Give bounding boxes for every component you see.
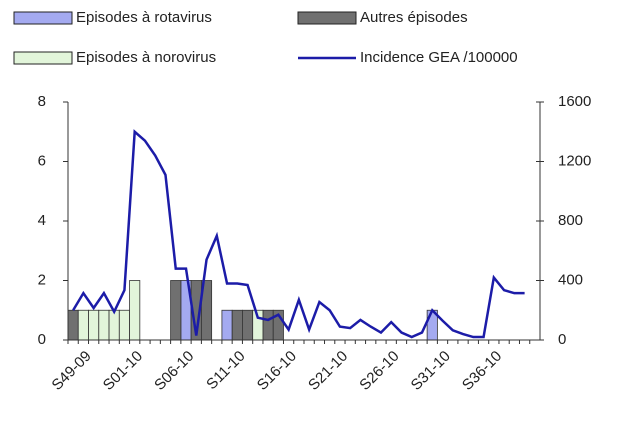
- bar: [221, 309, 233, 341]
- y2-tick-label: 800: [558, 212, 583, 229]
- legend-swatch: [13, 11, 73, 25]
- bar: [129, 280, 141, 341]
- legend-label: Episodes à norovirus: [76, 49, 216, 66]
- y2-tick-label: 1200: [558, 152, 591, 169]
- y-tick-label: 0: [38, 331, 46, 348]
- bar: [67, 309, 79, 341]
- x-tick-label: S21-10: [305, 348, 351, 394]
- bar: [108, 309, 120, 341]
- x-tick-label: S49-09: [49, 348, 95, 394]
- y2-tick-label: 0: [558, 331, 566, 348]
- legend-swatch: [297, 11, 357, 25]
- bar: [170, 280, 182, 341]
- bar: [231, 309, 243, 341]
- bar: [262, 309, 274, 341]
- x-tick-label: S11-10: [203, 348, 248, 393]
- x-tick-label: S31-10: [408, 348, 454, 394]
- bar: [242, 309, 254, 341]
- y-tick-label: 2: [38, 271, 46, 288]
- x-tick-label: S06-10: [151, 348, 197, 394]
- x-tick-label: S16-10: [254, 348, 300, 394]
- y-tick-label: 4: [38, 212, 46, 229]
- bar: [88, 309, 100, 341]
- y-tick-label: 8: [38, 93, 46, 110]
- legend-label: Autres épisodes: [360, 9, 468, 26]
- x-tick-label: S36-10: [459, 348, 505, 394]
- x-tick-label: S26-10: [356, 348, 402, 394]
- line: [72, 129, 525, 339]
- x-tick-label: S01-10: [100, 348, 146, 394]
- bar: [98, 309, 110, 341]
- y2-tick-label: 1600: [558, 93, 591, 110]
- bar: [77, 309, 89, 341]
- y2-tick-label: 400: [558, 271, 583, 288]
- legend-label: Incidence GEA /100000: [360, 49, 518, 66]
- legend-swatch: [13, 51, 73, 65]
- bar: [118, 309, 130, 341]
- y-tick-label: 6: [38, 152, 46, 169]
- legend-label: Episodes à rotavirus: [76, 9, 212, 26]
